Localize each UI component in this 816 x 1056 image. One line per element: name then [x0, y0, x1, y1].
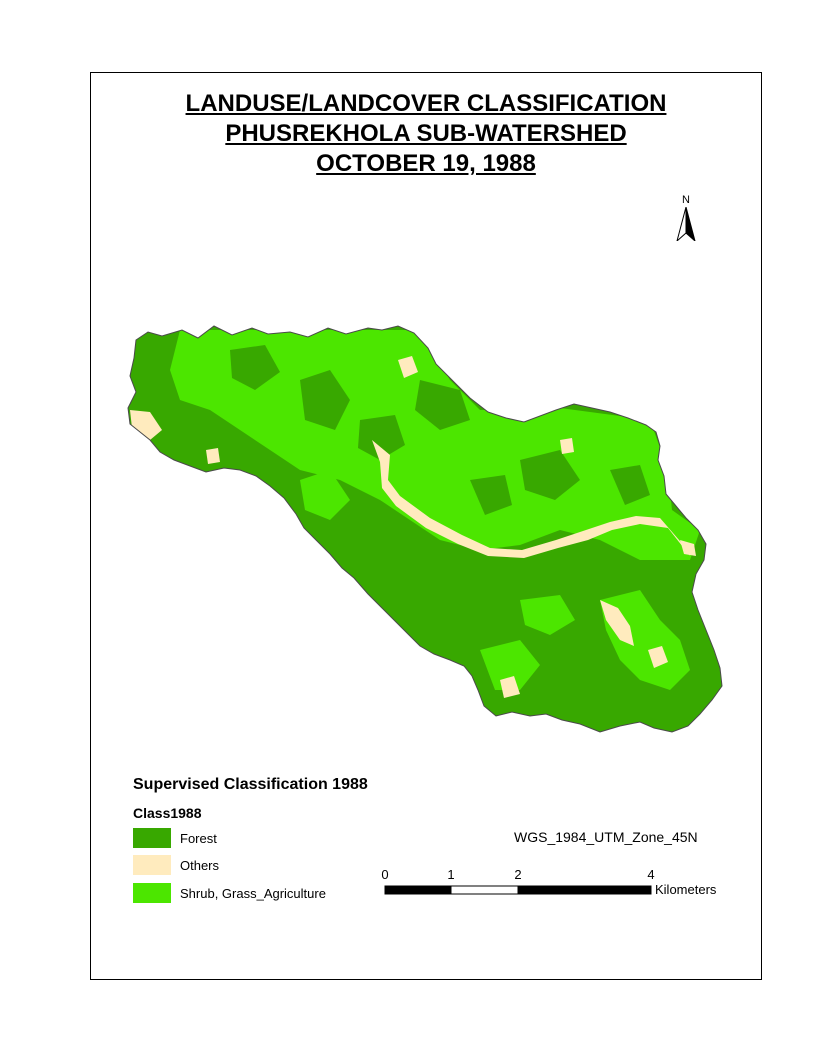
scale-tick-2: 2 [514, 867, 521, 882]
legend-title: Supervised Classification 1988 [133, 776, 368, 793]
legend-label-others: Others [180, 858, 220, 873]
projection-label: WGS_1984_UTM_Zone_45N [514, 829, 698, 845]
map-title-line-3: OCTOBER 19, 1988 [316, 150, 536, 177]
legend-swatch-others [133, 855, 171, 875]
scale-unit-label: Kilometers [655, 882, 717, 897]
scale-tick-0: 0 [381, 867, 388, 882]
legend-field-name: Class1988 [133, 805, 202, 821]
north-arrow-label: N [682, 194, 690, 206]
legend-swatch-forest [133, 828, 171, 848]
scale-tick-4: 4 [647, 867, 654, 882]
scale-segment-2-4 [517, 885, 652, 895]
legend-label-shrub: Shrub, Grass_Agriculture [180, 886, 326, 901]
north-arrow-icon [676, 207, 696, 241]
scale-segment-1-2 [450, 885, 519, 895]
scale-tick-1: 1 [447, 867, 454, 882]
legend-swatch-shrub [133, 883, 171, 903]
others-class-area [372, 440, 690, 558]
map-title-line-1: LANDUSE/LANDCOVER CLASSIFICATION [185, 90, 667, 117]
map-layout-frame [90, 72, 762, 980]
north-arrow: N [674, 194, 698, 244]
scale-segment-0-1 [384, 885, 452, 895]
map-title-line-2: PHUSREKHOLA SUB-WATERSHED [225, 120, 627, 147]
legend-label-forest: Forest [180, 831, 217, 846]
